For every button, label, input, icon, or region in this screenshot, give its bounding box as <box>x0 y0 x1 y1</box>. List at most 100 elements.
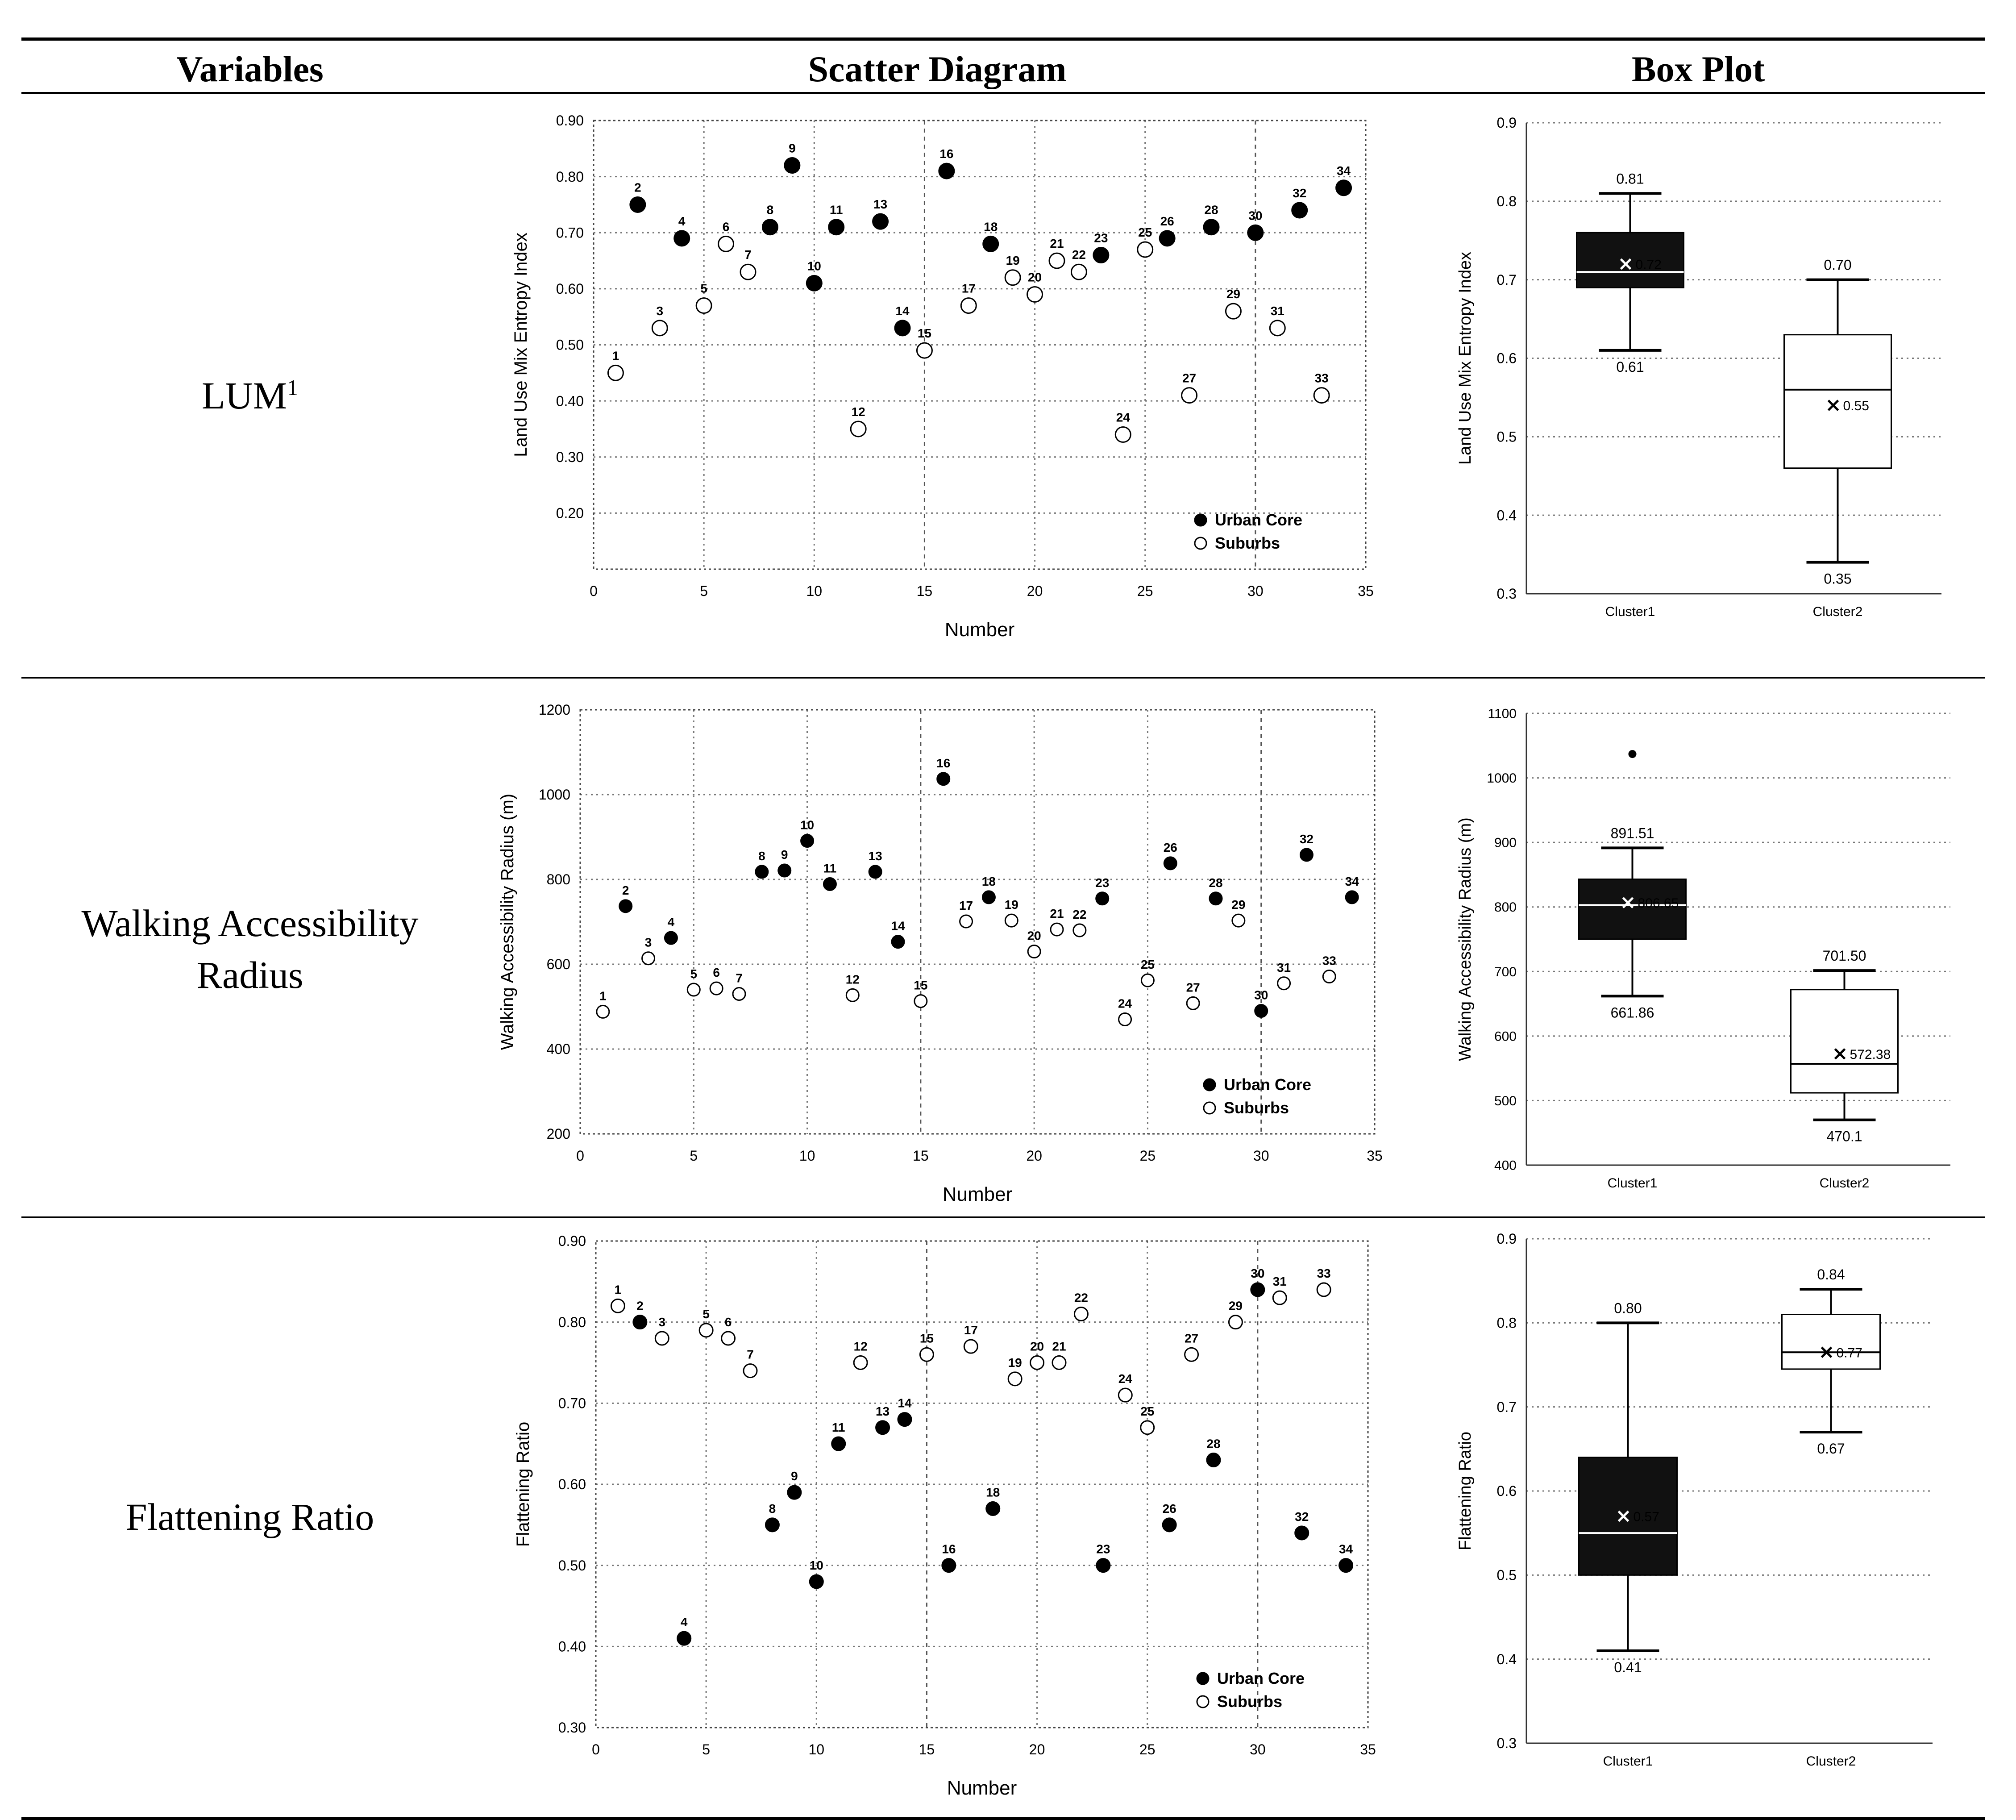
table-top-rule <box>21 37 1985 41</box>
point-label: 17 <box>959 899 973 912</box>
point-label: 7 <box>736 971 743 985</box>
suburbs-point <box>1004 913 1018 928</box>
suburbs-point <box>610 1298 625 1313</box>
x-tick-label: 25 <box>1139 1741 1156 1758</box>
urban-core-point <box>629 196 646 213</box>
point-label: 20 <box>1028 270 1042 284</box>
legend-suburbs-label: Suburbs <box>1217 1692 1282 1711</box>
point-label: 19 <box>1008 1356 1022 1370</box>
category-label: Cluster1 <box>1603 1754 1653 1769</box>
point-label: 29 <box>1231 898 1245 912</box>
point-label: 31 <box>1271 304 1284 318</box>
y-tick-label: 0.6 <box>1497 1483 1517 1499</box>
suburbs-point <box>1027 286 1043 303</box>
point-label: 10 <box>807 259 821 273</box>
iqr-box <box>1790 989 1899 1094</box>
legend-suburbs-marker <box>1196 1695 1210 1708</box>
min-label: 0.41 <box>1614 1659 1642 1675</box>
point-label: 23 <box>1094 231 1108 245</box>
point-label: 5 <box>690 967 697 981</box>
point-label: 15 <box>914 979 927 992</box>
urban-core-point <box>897 1412 912 1427</box>
urban-core-point <box>938 162 955 179</box>
urban-core-point <box>777 863 792 878</box>
x-tick-label: 35 <box>1367 1148 1383 1164</box>
point-label: 8 <box>767 203 774 217</box>
point-label: 2 <box>634 180 641 194</box>
point-label: 24 <box>1118 997 1132 1011</box>
point-label: 31 <box>1273 1274 1287 1288</box>
mean-label: 0.72 <box>1636 258 1662 272</box>
suburbs-point <box>654 1331 669 1346</box>
row-label-lum: LUM1 <box>27 362 473 421</box>
point-label: 27 <box>1182 371 1196 385</box>
y-axis-title: Walking Accessibility Radius (m) <box>1456 817 1475 1061</box>
point-label: 29 <box>1229 1299 1243 1313</box>
urban-core-point <box>809 1574 824 1589</box>
x-tick-label: 25 <box>1137 583 1153 599</box>
suburbs-point <box>1027 945 1041 958</box>
suburbs-point <box>1140 1420 1155 1435</box>
x-tick-label: 15 <box>919 1741 935 1758</box>
point-label: 23 <box>1095 876 1109 890</box>
urban-core-point <box>1335 179 1352 196</box>
suburbs-point <box>850 421 867 437</box>
suburbs-point <box>1114 426 1131 443</box>
point-label: 33 <box>1315 371 1329 385</box>
x-tick-label: 30 <box>1250 1741 1266 1758</box>
point-label: 28 <box>1209 876 1222 890</box>
point-label: 30 <box>1251 1266 1264 1280</box>
point-label: 1 <box>599 989 607 1003</box>
urban-core-point <box>985 1501 1001 1516</box>
y-tick-label: 0.9 <box>1497 115 1517 131</box>
y-axis-title: Flattening Ratio <box>1456 1432 1475 1550</box>
suburbs-point <box>721 1331 736 1346</box>
max-label: 891.51 <box>1611 825 1654 841</box>
legend-suburbs-marker <box>1194 537 1207 550</box>
suburbs-point <box>732 987 746 1001</box>
row-label-flattening-ratio: Flattening Ratio <box>125 1495 374 1538</box>
point-label: 27 <box>1186 980 1200 994</box>
y-tick-label: 0.70 <box>558 1395 586 1412</box>
suburbs-point <box>1118 1012 1132 1026</box>
suburbs-point <box>718 235 735 252</box>
category-label: Cluster1 <box>1608 1176 1658 1191</box>
y-tick-label: 0.3 <box>1497 1735 1517 1751</box>
y-axis-title: Walking Accessibility Radius (m) <box>498 794 517 1050</box>
flattening-scatter-chart: 0.300.400.500.600.700.800.900 5 10 15 20 25 30… <box>513 1233 1376 1799</box>
walking-box-chart: 400 500 600 700 800 900 1000 1100 Walking Access… <box>1456 707 1950 1191</box>
suburbs-point <box>845 988 860 1002</box>
suburbs-point <box>1070 263 1087 280</box>
suburbs-point <box>959 914 973 929</box>
y-tick-label: 0.4 <box>1497 1651 1517 1667</box>
point-label: 18 <box>986 1486 1000 1499</box>
point-label: 32 <box>1293 186 1306 200</box>
point-label: 33 <box>1322 954 1336 968</box>
suburbs-point <box>698 1323 714 1338</box>
point-label: 25 <box>1138 225 1152 239</box>
point-label: 17 <box>962 282 976 296</box>
point-label: 11 <box>832 1420 845 1434</box>
y-tick-label: 600 <box>547 956 570 972</box>
suburbs-point <box>1316 1282 1331 1297</box>
max-label: 701.50 <box>1823 948 1866 964</box>
urban-core-point <box>1291 202 1308 219</box>
suburbs-point <box>1072 923 1087 937</box>
point-label: 2 <box>622 883 629 897</box>
point-label: 32 <box>1295 1510 1309 1524</box>
y-tick-label: 700 <box>1494 965 1517 979</box>
urban-core-point <box>982 235 999 252</box>
plot-frame <box>595 1240 1369 1728</box>
legend-suburbs-label: Suburbs <box>1215 534 1280 552</box>
y-tick-label: 0.8 <box>1497 193 1517 209</box>
x-tick-label: 35 <box>1358 583 1374 599</box>
point-label: 9 <box>781 848 788 862</box>
urban-core-point <box>894 320 911 337</box>
x-tick-label: 35 <box>1360 1741 1376 1758</box>
x-tick-label: 15 <box>913 1148 929 1164</box>
x-tick-label: 0 <box>592 1741 600 1758</box>
iqr-box <box>1781 1314 1881 1370</box>
suburbs-point <box>1269 320 1286 337</box>
point-label: 4 <box>681 1615 688 1629</box>
urban-core-point <box>1096 1558 1111 1573</box>
